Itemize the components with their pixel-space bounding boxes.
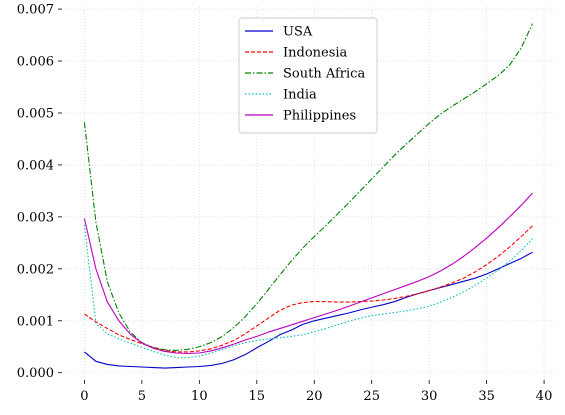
plot-area (83, 23, 534, 369)
y-tick-label: 0.006 (17, 55, 54, 70)
legend-label-indonesia: Indonesia (283, 46, 348, 61)
y-tick-label: 0.007 (17, 3, 54, 18)
y-tick-label: 0.003 (17, 210, 54, 225)
y-tick-label: 0.001 (17, 314, 54, 329)
x-tick-label: 30 (421, 389, 438, 404)
y-tick-label: 0.000 (17, 366, 54, 381)
x-tick-label: 20 (306, 389, 323, 404)
y-tick-label: 0.004 (17, 158, 54, 173)
legend: USA Indonesia South Africa India Philippines (238, 17, 378, 134)
legend-label-south-africa: South Africa (283, 67, 365, 82)
x-axis: 0 5 10 15 20 25 30 35 40 (80, 380, 552, 404)
x-tick-label: 35 (478, 389, 495, 404)
legend-label-usa: USA (283, 25, 313, 40)
x-tick-label: 0 (80, 389, 88, 404)
legend-label-india: India (283, 88, 317, 103)
x-tick-label: 15 (249, 389, 266, 404)
series-line-south-africa (83, 23, 534, 351)
x-tick-label: 25 (363, 389, 380, 404)
legend-label-philippines: Philippines (283, 109, 356, 124)
y-tick-label: 0.005 (17, 106, 54, 121)
series-line-philippines (83, 192, 533, 355)
series-line-usa (84, 251, 533, 369)
x-tick-label: 5 (138, 389, 146, 404)
x-tick-label: 10 (191, 389, 208, 404)
y-tick-label: 0.002 (17, 262, 54, 277)
x-tick-label: 40 (536, 389, 553, 404)
series-line-indonesia (84, 225, 533, 353)
y-axis: 0.000 0.001 0.002 0.003 0.004 0.005 0.006 0.007 (17, 3, 62, 381)
series-line-india (83, 224, 533, 359)
legend-box (238, 17, 378, 134)
